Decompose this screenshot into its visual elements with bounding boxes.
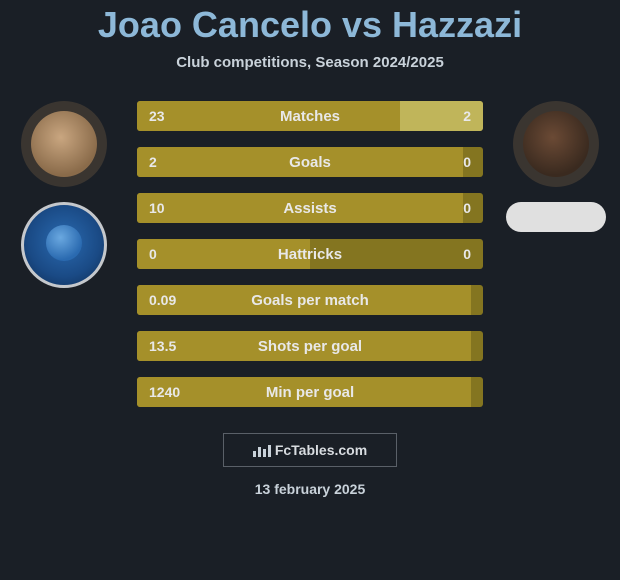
stat-row: 232Matches bbox=[137, 101, 483, 131]
avatar-face-icon bbox=[523, 111, 589, 177]
stat-left-value: 13.5 bbox=[137, 331, 471, 361]
stat-row: 0.09Goals per match bbox=[137, 285, 483, 315]
stat-right-value bbox=[471, 377, 483, 407]
stat-right-value: 0 bbox=[463, 193, 483, 223]
stat-right-value bbox=[471, 285, 483, 315]
stat-row: 1240Min per goal bbox=[137, 377, 483, 407]
date-text: 13 february 2025 bbox=[255, 481, 366, 497]
stat-left-value: 0 bbox=[137, 239, 310, 269]
stat-right-value: 2 bbox=[400, 101, 483, 131]
stat-left-value: 23 bbox=[137, 101, 400, 131]
stat-row: 13.5Shots per goal bbox=[137, 331, 483, 361]
stat-row: 20Goals bbox=[137, 147, 483, 177]
comparison-card: Joao Cancelo vs Hazzazi Club competition… bbox=[0, 0, 620, 580]
stat-right-value bbox=[471, 331, 483, 361]
stat-row: 100Assists bbox=[137, 193, 483, 223]
stat-left-value: 0.09 bbox=[137, 285, 471, 315]
stat-left-value: 1240 bbox=[137, 377, 471, 407]
chart-icon bbox=[253, 443, 271, 457]
club-right-placeholder bbox=[506, 202, 606, 232]
page-subtitle: Club competitions, Season 2024/2025 bbox=[176, 54, 444, 71]
stat-right-value: 0 bbox=[463, 147, 483, 177]
left-column bbox=[9, 101, 119, 288]
stats-column: 232Matches 20Goals 100Assists 00Hattricks 0.… bbox=[137, 101, 483, 407]
stat-right-value: 0 bbox=[310, 239, 483, 269]
stat-left-value: 10 bbox=[137, 193, 463, 223]
stat-left-value: 2 bbox=[137, 147, 463, 177]
player-left-avatar bbox=[21, 101, 107, 187]
brand-badge[interactable]: FcTables.com bbox=[223, 433, 397, 467]
player-right-avatar bbox=[513, 101, 599, 187]
stat-row: 00Hattricks bbox=[137, 239, 483, 269]
right-column bbox=[501, 101, 611, 232]
avatar-face-icon bbox=[31, 111, 97, 177]
page-title: Joao Cancelo vs Hazzazi bbox=[98, 4, 522, 46]
main-area: 232Matches 20Goals 100Assists 00Hattricks 0.… bbox=[0, 101, 620, 407]
club-left-logo bbox=[21, 202, 107, 288]
brand-text: FcTables.com bbox=[275, 442, 367, 458]
